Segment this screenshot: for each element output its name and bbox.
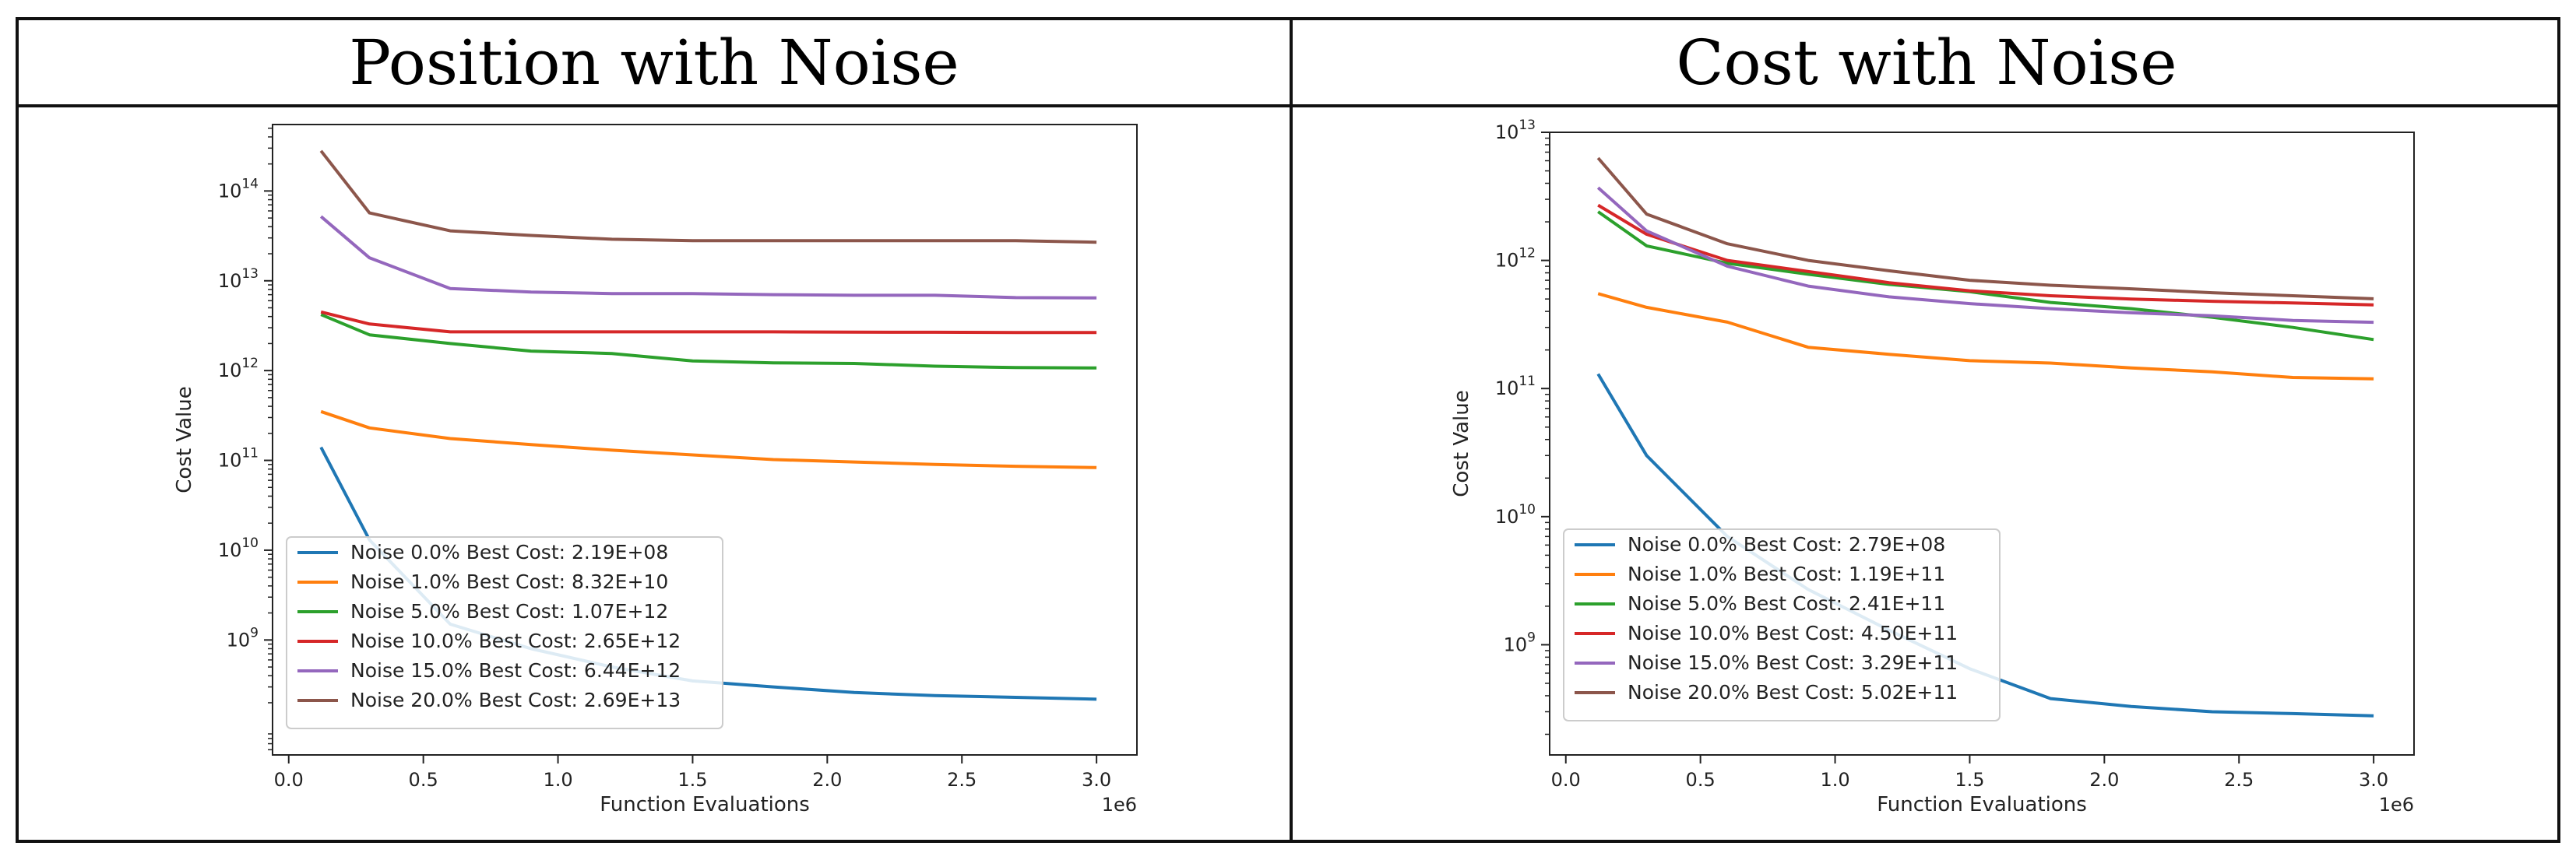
y-tick-label-exponent: 10 — [241, 535, 259, 551]
x-tick-label: 0.5 — [409, 769, 438, 791]
legend-box — [286, 536, 723, 729]
legend-label: Noise 0.0% Best Cost: 2.19E+08 — [350, 541, 668, 563]
x-tick-label: 1.5 — [677, 769, 707, 791]
legend-label: Noise 20.0% Best Cost: 2.69E+13 — [350, 689, 681, 711]
y-tick-label-base: 10 — [1495, 121, 1519, 143]
series-line-4 — [1596, 186, 2374, 325]
series-line-1 — [320, 409, 1097, 469]
y-tick-label: 1011 — [218, 446, 259, 472]
panel-title-cost: Cost with Noise — [1676, 26, 2177, 99]
legend-label: Noise 15.0% Best Cost: 6.44E+12 — [350, 659, 681, 682]
y-axis-title: Cost Value — [1450, 390, 1473, 497]
y-tick-label: 1011 — [1495, 374, 1536, 399]
y-tick-label-base: 10 — [1495, 250, 1519, 272]
x-axis-title: Function Evaluations — [1877, 793, 2087, 816]
legend-box — [1563, 528, 2001, 721]
y-tick-label-exponent: 13 — [241, 266, 259, 282]
x-tick-label: 2.5 — [2224, 769, 2254, 791]
legend-label: Noise 1.0% Best Cost: 8.32E+10 — [350, 570, 668, 593]
series-line-1 — [1597, 292, 2374, 381]
y-tick-label-base: 10 — [227, 629, 251, 651]
legend-label: Noise 10.0% Best Cost: 4.50E+11 — [1628, 622, 1958, 644]
y-tick-label-exponent: 14 — [241, 176, 259, 191]
y-tick-label-exponent: 13 — [1519, 118, 1536, 133]
series-line-3 — [1597, 203, 2374, 307]
x-tick-label: 3.0 — [1082, 769, 1111, 791]
y-tick-label: 1014 — [218, 176, 259, 202]
legend-label: Noise 5.0% Best Cost: 2.41E+11 — [1628, 592, 1945, 615]
x-tick-label: 1.0 — [543, 769, 572, 791]
y-tick-label: 1013 — [1495, 118, 1536, 143]
legend-label: Noise 0.0% Best Cost: 2.79E+08 — [1628, 533, 1945, 556]
x-offset-label: 1e6 — [2379, 794, 2414, 816]
y-tick-label-base: 10 — [218, 539, 242, 561]
series-line-5 — [1596, 156, 2374, 300]
legend-label: Noise 20.0% Best Cost: 5.02E+11 — [1628, 681, 1958, 704]
x-tick-label: 3.0 — [2359, 769, 2388, 791]
y-tick-label-exponent: 9 — [250, 625, 259, 641]
header-divider — [19, 104, 2557, 107]
series-line-5 — [319, 149, 1097, 244]
y-tick-label-exponent: 10 — [1519, 502, 1536, 518]
y-tick-label-exponent: 9 — [1527, 630, 1536, 645]
y-tick-label-exponent: 12 — [1519, 246, 1536, 262]
x-tick-label: 1.5 — [1955, 769, 1984, 791]
x-tick-label: 0.0 — [1551, 769, 1581, 791]
series-line-3 — [320, 310, 1097, 335]
legend-label: Noise 1.0% Best Cost: 1.19E+11 — [1628, 563, 1945, 585]
y-tick-label-base: 10 — [1495, 506, 1519, 528]
y-tick-label-base: 10 — [218, 180, 242, 202]
y-tick-label-base: 10 — [218, 450, 242, 472]
legend-label: Noise 10.0% Best Cost: 2.65E+12 — [350, 630, 681, 652]
panel-title-position: Position with Noise — [349, 26, 959, 99]
x-offset-label: 1e6 — [1102, 794, 1137, 816]
panel-divider-vertical — [1290, 20, 1293, 840]
x-tick-label: 2.5 — [947, 769, 977, 791]
y-tick-label: 1010 — [1495, 502, 1536, 528]
y-tick-label: 1012 — [1495, 246, 1536, 272]
y-tick-label-exponent: 12 — [241, 356, 259, 371]
y-tick-label: 1013 — [218, 266, 259, 292]
y-axis-title: Cost Value — [173, 386, 196, 493]
y-tick-label-base: 10 — [1504, 634, 1528, 655]
y-tick-label-exponent: 11 — [241, 446, 259, 462]
y-tick-label: 1010 — [218, 535, 259, 561]
y-tick-label: 109 — [1504, 630, 1536, 655]
legend-label: Noise 15.0% Best Cost: 3.29E+11 — [1628, 651, 1958, 674]
series-line-4 — [319, 215, 1097, 300]
y-tick-label-base: 10 — [1495, 377, 1519, 399]
series-line-2 — [320, 313, 1097, 370]
y-tick-label-exponent: 11 — [1519, 374, 1536, 389]
x-tick-label: 0.0 — [274, 769, 304, 791]
y-tick-label-base: 10 — [218, 360, 242, 381]
y-tick-label-base: 10 — [218, 270, 242, 292]
legend-label: Noise 5.0% Best Cost: 1.07E+12 — [350, 600, 668, 623]
figure-frame: Position with Noise Cost with Noise — [16, 17, 2560, 843]
x-tick-label: 2.0 — [812, 769, 842, 791]
x-tick-label: 0.5 — [1686, 769, 1716, 791]
x-tick-label: 1.0 — [1820, 769, 1849, 791]
x-tick-label: 2.0 — [2089, 769, 2119, 791]
y-tick-label: 109 — [227, 625, 259, 651]
x-axis-title: Function Evaluations — [600, 793, 810, 816]
y-tick-label: 1012 — [218, 356, 259, 381]
